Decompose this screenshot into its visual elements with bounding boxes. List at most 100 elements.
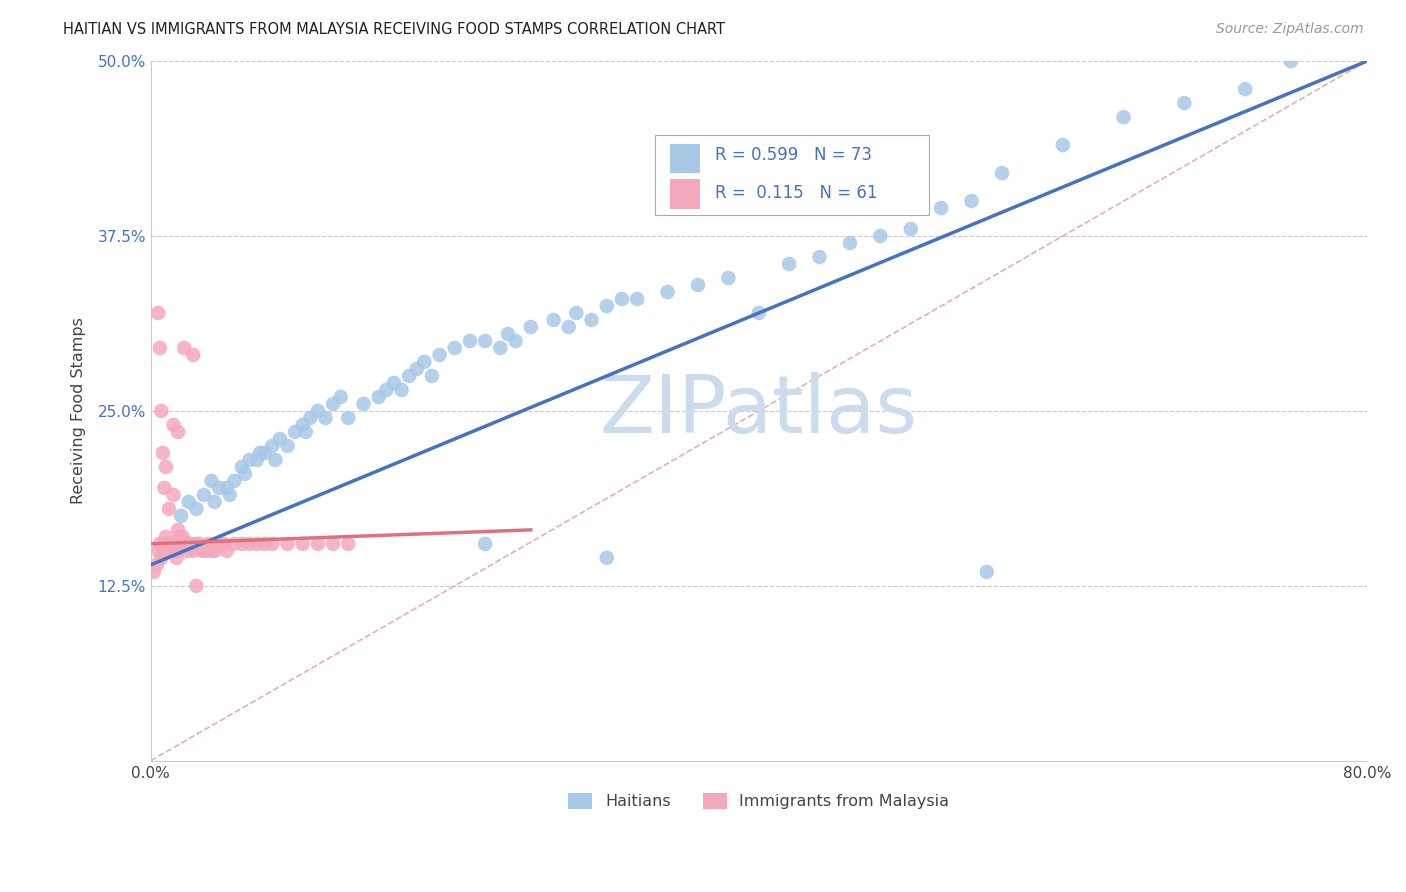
Point [159,537,181,551]
Point [1052,138,1074,153]
Point [155,459,177,474]
Point [200,474,222,488]
Point [238,453,260,467]
Point [162,544,184,558]
Point [778,257,800,271]
FancyBboxPatch shape [655,135,929,215]
Point [167,523,190,537]
Point [294,425,316,439]
Point [458,334,481,348]
Point [249,446,271,460]
Point [204,495,226,509]
Point [264,453,287,467]
Point [262,439,284,453]
Point [191,544,214,558]
Point [231,537,253,551]
Bar [671,179,700,209]
Point [253,537,276,551]
Text: ZIPatlas: ZIPatlas [600,372,918,450]
Point [596,550,619,565]
Point [1234,82,1257,96]
Point [224,537,246,551]
Point [157,537,180,551]
Point [162,488,184,502]
Point [172,530,194,544]
Point [215,544,238,558]
Point [337,411,360,425]
Point [686,278,709,293]
Point [329,390,352,404]
Point [276,537,298,551]
Point [413,355,436,369]
Point [204,544,226,558]
Point [315,411,337,425]
Point [262,537,284,551]
Point [162,417,184,432]
Point [181,348,204,362]
Point [173,341,195,355]
Point [156,537,179,551]
Point [353,397,375,411]
Point [177,537,200,551]
Point [169,530,191,544]
Point [748,306,770,320]
Point [166,550,188,565]
Point [519,320,541,334]
Point [148,306,170,320]
Point [405,362,427,376]
Y-axis label: Receiving Food Stamps: Receiving Food Stamps [72,318,86,504]
Point [284,425,307,439]
Point [808,250,831,264]
Point [375,383,398,397]
Point [150,550,173,565]
Point [626,292,648,306]
Point [596,299,619,313]
Point [215,481,238,495]
Point [398,368,420,383]
Point [246,537,269,551]
Point [218,488,240,502]
Point [177,495,200,509]
Text: R = 0.599   N = 73: R = 0.599 N = 73 [716,145,872,164]
Point [163,537,186,551]
Point [188,537,211,551]
Point [322,397,344,411]
Point [929,201,952,215]
Point [610,292,633,306]
Point [976,565,998,579]
Point [208,481,231,495]
Point [231,459,253,474]
Point [238,537,260,551]
Point [142,565,165,579]
Point [186,579,208,593]
Point [489,341,512,355]
Point [322,537,344,551]
Point [299,411,322,425]
Point [157,501,180,516]
Point [233,467,256,481]
Point [717,271,740,285]
Point [153,537,176,551]
Point [276,439,298,453]
Point [443,341,465,355]
Point [170,508,193,523]
Point [869,229,891,244]
Point [307,537,329,551]
Point [474,537,496,551]
Point [186,537,208,551]
Point [208,537,231,551]
Point [1279,54,1302,69]
Point [1173,96,1195,111]
Point [167,544,190,558]
Point [900,222,922,236]
Point [186,501,208,516]
Point [1112,110,1135,124]
Point [543,313,565,327]
Point [505,334,527,348]
Point [224,474,246,488]
Point [173,537,195,551]
Point [565,306,588,320]
Point [200,544,222,558]
Bar [671,144,700,173]
Point [176,544,198,558]
